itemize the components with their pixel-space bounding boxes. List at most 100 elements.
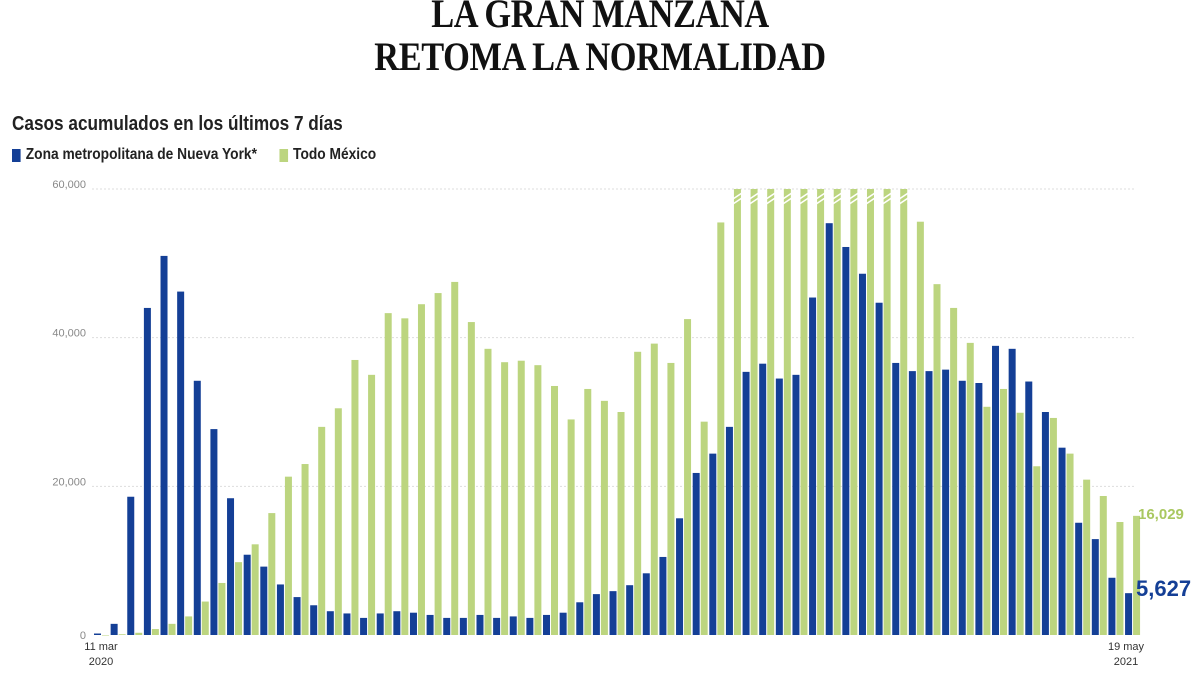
bar-nyc (360, 617, 368, 635)
chart-title-line2: RETOMA LA NORMALIDAD (374, 34, 826, 79)
bar-mexico (950, 307, 958, 635)
axis-break-mark (815, 197, 826, 205)
bar-mexico (151, 629, 159, 635)
bar-mexico (318, 426, 326, 635)
axis-break-mark (848, 197, 859, 205)
axis-break-mark (799, 197, 809, 205)
bar-mexico (916, 221, 924, 635)
bar-nyc (908, 371, 916, 635)
bar-nyc (692, 472, 700, 635)
bar-nyc (825, 223, 833, 635)
bar-mexico (251, 544, 259, 635)
bar-mexico (218, 582, 226, 635)
bar-nyc (177, 291, 185, 635)
bar-nyc (127, 496, 135, 635)
bar-nyc (892, 362, 900, 635)
bar-mexico (750, 189, 758, 635)
bar-nyc (94, 633, 101, 635)
chart-subtitle: Casos acumulados en los últimos 7 días (12, 113, 343, 135)
axis-break-mark (815, 192, 826, 200)
bar-nyc (1025, 381, 1033, 635)
axis-break-mark (865, 197, 876, 205)
bar-nyc (459, 617, 467, 635)
bar-nyc (809, 297, 817, 635)
bar-nyc (1041, 412, 1049, 635)
bar-nyc (260, 566, 268, 635)
bar-nyc (792, 374, 800, 635)
bar-mexico (235, 562, 243, 635)
bar-nyc (227, 498, 235, 635)
bar-nyc (310, 605, 318, 635)
bar-nyc (875, 302, 883, 635)
bar-nyc (958, 380, 966, 635)
legend-swatch-mexico (279, 148, 288, 162)
bar-nyc (742, 371, 750, 635)
bar-nyc (709, 453, 717, 635)
bar-mexico (1099, 495, 1107, 635)
bar-nyc (326, 611, 334, 635)
bar-nyc (243, 554, 251, 635)
bar-nyc (975, 383, 983, 635)
bar-nyc (276, 584, 284, 635)
bar-nyc (509, 616, 517, 635)
bar-nyc (1125, 593, 1133, 635)
bar-nyc (659, 556, 667, 635)
legend-label-nyc: Zona metropolitana de Nueva York* (25, 146, 257, 163)
bar-nyc (143, 307, 151, 635)
bar-nyc (426, 614, 434, 635)
bar-nyc (559, 612, 567, 635)
bar-nyc (858, 273, 866, 635)
bar-nyc (1108, 577, 1116, 635)
bar-nyc (1075, 522, 1083, 635)
axis-break-mark (765, 192, 776, 200)
axis-break-mark (782, 197, 793, 205)
bar-mexico (600, 400, 608, 635)
bar-nyc (642, 573, 650, 635)
bar-mexico (467, 322, 475, 635)
legend: Zona metropolitana de Nueva York* Todo M… (12, 146, 376, 164)
bar-mexico (883, 189, 891, 635)
bar-nyc (376, 613, 384, 635)
bar-mexico (584, 388, 592, 635)
bar-mexico (700, 421, 708, 635)
bar-nyc (842, 246, 850, 636)
bar-mexico (102, 635, 109, 636)
axis-break-mark (898, 197, 909, 205)
axis-break-mark (732, 197, 743, 205)
bar-mexico (817, 189, 825, 635)
bar-nyc (759, 363, 767, 635)
bar-mexico (617, 412, 625, 635)
bar-nyc (925, 371, 933, 635)
x-end-label-2: 2021 (1114, 656, 1138, 668)
bar-nyc (526, 617, 534, 635)
bar-nyc (725, 426, 733, 635)
bar-nyc (1058, 447, 1066, 635)
bar-nyc (110, 623, 118, 635)
bar-mexico (334, 408, 342, 635)
bar-nyc (676, 518, 684, 635)
axis-break-mark (732, 192, 743, 200)
bar-mexico (417, 304, 425, 635)
bar-mexico (966, 342, 974, 635)
axis-break-mark (848, 192, 859, 200)
bar-mexico (368, 374, 376, 635)
bar-mexico (517, 360, 525, 635)
legend-swatch-nyc (12, 148, 21, 162)
bar-mexico (185, 616, 193, 635)
bar-nyc (576, 602, 584, 635)
bar-mexico (1016, 412, 1024, 635)
bar-nyc (160, 255, 168, 635)
bar-nyc (609, 591, 617, 635)
axis-break-mark (799, 192, 809, 200)
bar-mexico (1083, 479, 1091, 635)
axis-break-mark (782, 192, 793, 200)
axis-break-mark (882, 197, 893, 205)
bar-nyc (775, 378, 783, 635)
nyc-end-value-label: 5,627 (1136, 576, 1191, 601)
legend-label-mexico: Todo México (293, 146, 377, 163)
bar-mexico (501, 362, 509, 635)
bar-nyc (343, 613, 351, 635)
bar-mexico (484, 348, 492, 635)
bar-mexico (900, 189, 908, 635)
y-tick-label: 20,000 (52, 476, 86, 488)
